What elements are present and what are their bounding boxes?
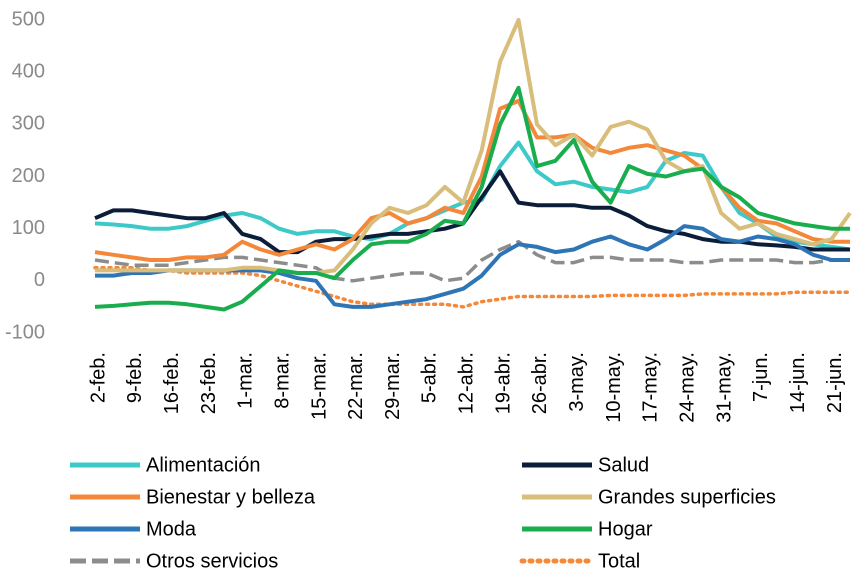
x-tick-label: 29-mar. [382, 352, 404, 420]
series-line [94, 85, 850, 312]
x-tick-label: 2-feb. [87, 352, 109, 403]
legend-label: Hogar [598, 518, 653, 540]
x-tick-label: 15-mar. [308, 352, 330, 420]
legend-label: Grandes superficies [598, 486, 776, 508]
x-tick-label: 19-abr. [492, 352, 514, 414]
x-tick-label: 7-jun. [750, 352, 772, 402]
y-tick-label: 200 [12, 165, 45, 187]
y-tick-label: 400 [12, 60, 45, 82]
x-tick-label: 8-mar. [271, 352, 293, 409]
series-line [94, 239, 850, 283]
y-tick-label: 300 [12, 113, 45, 135]
x-tick-label: 31-may. [713, 352, 735, 423]
legend-label: Bienestar y belleza [146, 486, 316, 508]
legend-label: Total [598, 550, 640, 572]
x-tick-label: 26-abr. [529, 352, 551, 414]
x-tick-label: 1-mar. [235, 352, 257, 409]
x-tick-label: 23-feb. [198, 352, 220, 414]
x-tick-label: 10-may. [603, 352, 625, 423]
y-tick-label: -100 [5, 321, 45, 343]
legend-label: Salud [598, 454, 649, 476]
legend-label: Alimentación [146, 454, 261, 476]
legend-label: Otros servicios [146, 550, 278, 572]
series-line [93, 266, 852, 309]
x-tick-label: 17-may. [640, 352, 662, 423]
x-tick-label: 12-abr. [456, 352, 478, 414]
legend-label: Moda [146, 518, 197, 540]
y-tick-label: 0 [34, 269, 45, 291]
x-tick-label: 3-may. [566, 352, 588, 412]
x-tick-label: 21-jun. [824, 352, 846, 413]
x-tick-label: 24-may. [677, 352, 699, 423]
x-tick-label: 9-feb. [124, 352, 146, 403]
y-tick-label: 500 [12, 8, 45, 30]
y-tick-label: 100 [12, 217, 45, 239]
x-tick-label: 5-abr. [419, 352, 441, 403]
series-line [95, 18, 852, 275]
x-tick-label: 16-feb. [161, 352, 183, 414]
x-tick-label: 14-jun. [787, 352, 809, 413]
series-line [94, 169, 850, 255]
x-tick-label: 22-mar. [345, 352, 367, 420]
